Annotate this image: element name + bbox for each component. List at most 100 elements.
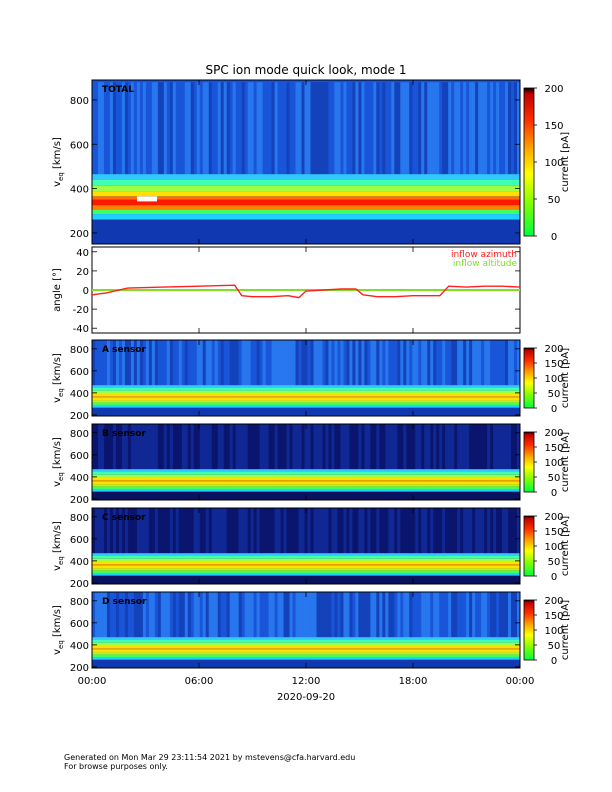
heatmap-cell xyxy=(358,592,362,639)
heatmap-cell xyxy=(160,508,165,555)
heatmap-cell xyxy=(496,340,500,387)
heatmap-cell xyxy=(190,424,195,471)
heatmap-cell xyxy=(466,424,470,471)
heatmap-cell xyxy=(235,424,240,471)
heatmap-cell xyxy=(511,592,515,639)
heatmap-cell xyxy=(142,592,147,639)
heatmap-cell xyxy=(235,592,240,639)
heatmap-cell xyxy=(92,424,96,471)
heatmap-cell xyxy=(382,592,386,639)
heatmap-cell xyxy=(184,592,189,639)
colorbar-tick-label: 0 xyxy=(551,572,557,583)
heatmap-cell xyxy=(265,340,269,387)
heatmap-cell xyxy=(289,508,293,555)
y-tick-label: 400 xyxy=(70,557,89,568)
heatmap-cell xyxy=(241,82,246,176)
heatmap-cell xyxy=(409,592,413,639)
speed-band xyxy=(92,555,520,559)
heatmap-cell xyxy=(451,592,455,639)
heatmap-cell xyxy=(457,82,461,176)
heatmap-cell xyxy=(439,592,443,639)
colorbar-tick-label: 0 xyxy=(551,232,557,243)
heatmap-cell xyxy=(448,82,452,176)
heatmap-cell xyxy=(355,424,359,471)
heatmap-cell xyxy=(400,340,404,387)
heatmap-cell xyxy=(514,340,518,387)
heatmap-cell xyxy=(337,508,341,555)
heatmap-cell xyxy=(217,592,222,639)
heatmap-cell xyxy=(175,508,180,555)
panel-3: 200 400 600 800 veq [km/s] B sensor 0 50 100 150 2… xyxy=(52,423,571,506)
heatmap-cell xyxy=(109,82,114,176)
heatmap-cell xyxy=(301,424,305,471)
heatmap-cell xyxy=(385,508,389,555)
heatmap-cell xyxy=(283,82,287,176)
heatmap-cell xyxy=(514,424,518,471)
heatmap-cell xyxy=(466,340,470,387)
heatmap-cell xyxy=(307,508,311,555)
heatmap-cell xyxy=(92,592,96,639)
heatmap-cell xyxy=(145,424,150,471)
heatmap-cell xyxy=(412,82,416,176)
heatmap-cell xyxy=(148,592,153,639)
heatmap-cell xyxy=(262,592,266,639)
heatmap-cell xyxy=(205,508,210,555)
heatmap-cell xyxy=(508,82,512,176)
heatmap-cell xyxy=(139,424,144,471)
heatmap-cell xyxy=(361,340,365,387)
heatmap-cell xyxy=(130,508,135,555)
heatmap-cell xyxy=(388,508,392,555)
heatmap-cell xyxy=(130,424,135,471)
heatmap-cell xyxy=(154,508,159,555)
heatmap-cell xyxy=(439,508,443,555)
heatmap-cell xyxy=(421,424,425,471)
y-axis-label: veq [km/s] xyxy=(52,437,65,487)
heatmap-cell xyxy=(397,508,401,555)
y-axis-label: veq [km/s] xyxy=(52,137,65,187)
heatmap-cell xyxy=(355,508,359,555)
heatmap-cell xyxy=(280,82,284,176)
heatmap-cell xyxy=(256,592,261,639)
heatmap-cell xyxy=(124,340,129,387)
heatmap-cell xyxy=(208,82,213,176)
heatmap-cell xyxy=(331,592,335,639)
heatmap-cell xyxy=(187,340,192,387)
heatmap-cell xyxy=(424,340,428,387)
heatmap-cell xyxy=(187,508,192,555)
heatmap-cell xyxy=(232,508,237,555)
heatmap-cell xyxy=(367,508,371,555)
heatmap-cell xyxy=(430,592,434,639)
heatmap-cell xyxy=(370,424,374,471)
heatmap-cell xyxy=(367,340,371,387)
heatmap-cell xyxy=(403,592,407,639)
heatmap-cell xyxy=(487,592,491,639)
heatmap-cell xyxy=(268,340,272,387)
panel-4: 200 400 600 800 veq [km/s] C sensor 0 50 100 150 2… xyxy=(52,507,571,590)
heatmap-cell xyxy=(286,340,290,387)
heatmap-cell xyxy=(403,508,407,555)
heatmap-cell xyxy=(496,508,500,555)
heatmap-cell xyxy=(502,508,506,555)
heatmap-cell xyxy=(325,508,329,555)
heatmap-cell xyxy=(199,340,204,387)
heatmap-cell xyxy=(385,424,389,471)
y-tick-label: 400 xyxy=(70,185,89,196)
y-axis-label: veq [km/s] xyxy=(52,605,65,655)
heatmap-cell xyxy=(325,424,329,471)
colorbar-label: current [pA] xyxy=(560,432,571,492)
heatmap-cell xyxy=(244,82,249,176)
heatmap-cell xyxy=(457,424,461,471)
speed-band xyxy=(92,191,520,197)
heatmap-cell xyxy=(352,592,356,639)
heatmap-cell xyxy=(112,340,117,387)
heatmap-cell xyxy=(112,424,117,471)
heatmap-cell xyxy=(166,592,171,639)
heatmap-cell xyxy=(433,82,437,176)
heatmap-cell xyxy=(286,424,290,471)
speed-band xyxy=(92,397,520,401)
heatmap-cell xyxy=(220,424,225,471)
heatmap-cell xyxy=(277,508,281,555)
speed-band xyxy=(92,185,520,192)
heatmap-cell xyxy=(199,424,204,471)
heatmap-cell xyxy=(379,340,383,387)
